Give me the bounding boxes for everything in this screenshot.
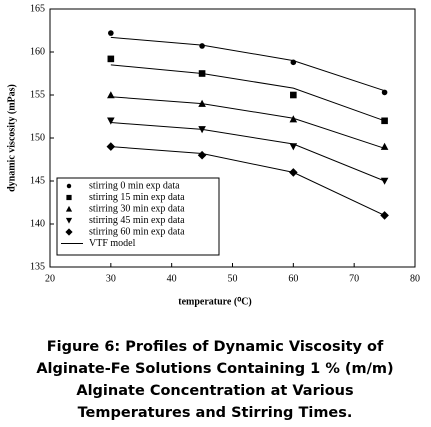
model-line: [110, 146, 385, 216]
marker: [380, 211, 389, 220]
y-tick-label: 145: [30, 175, 45, 186]
model-line: [110, 96, 385, 149]
x-tick-label: 70: [349, 273, 359, 284]
x-tick-label: 50: [228, 273, 238, 284]
marker: [106, 142, 116, 151]
y-tick-label: 150: [30, 132, 45, 143]
legend-label: stirring 0 min exp data: [89, 180, 180, 191]
caption: Alginate Concentration at Various: [76, 383, 353, 399]
y-tick-label: 155: [30, 89, 45, 100]
marker: [380, 142, 389, 150]
marker: [107, 55, 115, 63]
marker: [381, 117, 388, 125]
model-line: [110, 36, 385, 92]
marker: [290, 59, 297, 66]
marker: [107, 117, 115, 125]
marker: [65, 228, 73, 236]
x-tick-label: 40: [167, 273, 177, 284]
caption: Temperatures and Stirring Times.: [78, 405, 353, 421]
legend-label: stirring 30 min exp data: [89, 203, 185, 214]
marker: [66, 194, 72, 201]
legend-label: stirring 45 min exp data: [89, 215, 185, 226]
y-tick-label: 140: [30, 218, 45, 229]
marker: [289, 168, 298, 177]
marker: [198, 126, 206, 134]
legend-label: VTF model: [89, 238, 136, 249]
x-tick-label: 60: [288, 273, 298, 284]
x-tick-label: 80: [410, 273, 420, 284]
marker: [107, 91, 115, 99]
marker: [198, 99, 206, 107]
y-axis-label: dynamic viscosity (mPas): [6, 84, 17, 192]
y-tick-label: 160: [30, 46, 45, 57]
legend-box: [56, 177, 220, 256]
caption: Figure 6: Profiles of Dynamic Viscosity …: [47, 339, 384, 355]
x-tick-label: 20: [45, 273, 55, 284]
marker: [380, 177, 389, 185]
legend-label: stirring 60 min exp data: [89, 226, 185, 237]
x-axis-label: temperature (⁰C): [178, 296, 252, 307]
y-tick-label: 135: [30, 261, 45, 272]
marker: [381, 89, 388, 96]
marker: [66, 183, 72, 189]
y-tick-label: 165: [30, 3, 45, 14]
marker: [108, 30, 114, 36]
marker: [289, 115, 298, 123]
model-line: [110, 64, 385, 122]
marker: [65, 217, 73, 224]
marker: [198, 70, 206, 77]
marker: [289, 143, 298, 151]
caption: Alginate-Fe Solutions Containing 1 % (m/…: [36, 361, 393, 377]
marker: [197, 150, 207, 160]
marker: [199, 43, 205, 49]
marker: [65, 205, 73, 212]
legend-label: stirring 15 min exp data: [89, 192, 185, 203]
x-tick-label: 30: [106, 273, 116, 284]
marker: [290, 91, 297, 99]
model-line: [110, 122, 385, 182]
